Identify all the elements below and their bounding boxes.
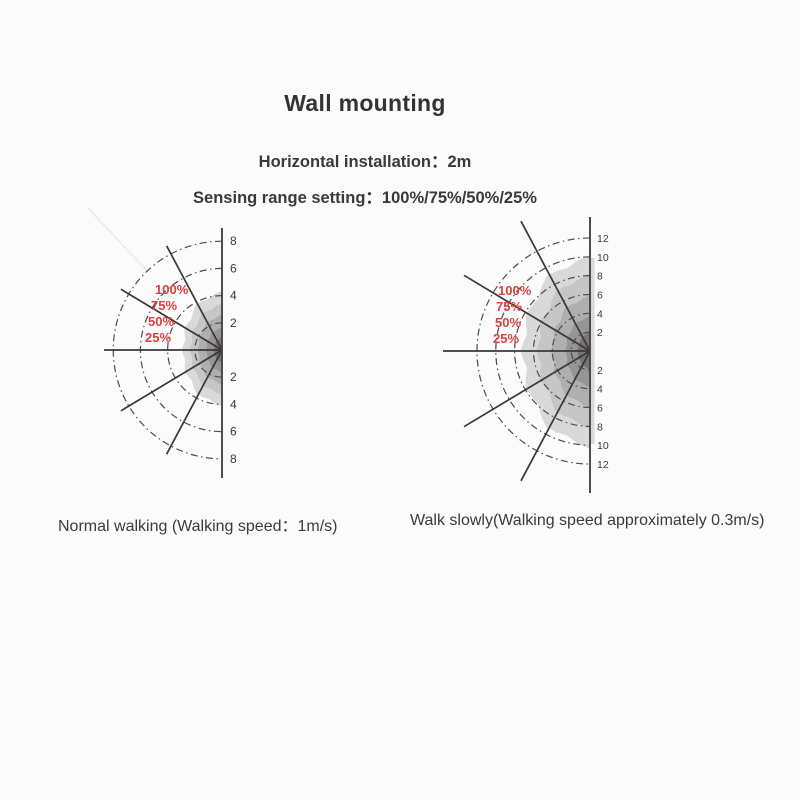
beam-ray--31deg xyxy=(463,350,591,428)
distance-tick-label: 4 xyxy=(230,289,237,303)
sensitivity-percent-label: 100% xyxy=(155,282,189,297)
sensitivity-percent-label: 75% xyxy=(496,299,522,314)
faint-artifact-line xyxy=(87,207,149,273)
range-ring-4m xyxy=(167,295,223,405)
distance-tick-label: 4 xyxy=(597,384,603,396)
distance-tick-label: 8 xyxy=(597,271,603,283)
page-title: Wall mounting xyxy=(284,90,446,116)
beam-ray-31deg xyxy=(120,288,223,351)
sensitivity-percent-label: 25% xyxy=(493,331,519,346)
distance-tick-label: 12 xyxy=(597,233,609,245)
sensitivity-percent-label: 50% xyxy=(495,315,521,330)
distance-tick-label: 6 xyxy=(230,261,237,275)
range-ring-4m xyxy=(551,312,591,390)
distance-tick-label: 10 xyxy=(597,440,609,452)
sensitivity-percent-label: 75% xyxy=(151,298,177,313)
sensing-range-subtitle: Sensing range setting：100%/75%/50%/25% xyxy=(193,189,537,207)
range-ring-2m xyxy=(570,331,591,371)
distance-tick-label: 8 xyxy=(230,452,237,466)
distance-tick-label: 4 xyxy=(597,308,603,320)
distance-tick-label: 4 xyxy=(230,397,237,411)
sensitivity-percent-label: 100% xyxy=(498,283,532,298)
sensitivity-percent-label: 25% xyxy=(145,330,171,345)
beam-ray-62deg xyxy=(520,220,591,352)
distance-tick-label: 12 xyxy=(597,459,609,471)
title-block: Wall mounting Horizontal installation：2m… xyxy=(0,90,730,208)
sensitivity-percent-label: 50% xyxy=(148,314,174,329)
distance-tick-label: 8 xyxy=(597,421,603,433)
distance-tick-label: 2 xyxy=(597,365,603,377)
range-ring-10m xyxy=(495,256,591,446)
slow-walking-coverage-chart: 2 2 4 4 6 6 8 8 10 10 12 12 100%75%50%25% xyxy=(443,217,609,493)
beam-ray-31deg xyxy=(463,274,591,352)
wall-reflection-band xyxy=(590,258,595,444)
beam-ray--31deg xyxy=(120,349,223,412)
distance-tick-label: 2 xyxy=(230,370,237,384)
distance-tick-label: 6 xyxy=(230,425,237,439)
distance-tick-label: 10 xyxy=(597,252,609,264)
distance-tick-label: 2 xyxy=(597,327,603,339)
distance-tick-label: 2 xyxy=(230,316,237,330)
distance-tick-label: 8 xyxy=(230,234,237,248)
normal-walking-coverage-chart: 2 2 4 4 6 6 8 8 100%75%50%25% xyxy=(87,207,237,478)
slow-walking-caption: Walk slowly(Walking speed approximately … xyxy=(410,512,765,529)
beam-ray--62deg xyxy=(520,350,591,482)
distance-tick-label: 6 xyxy=(597,289,603,301)
installation-subtitle: Horizontal installation：2m xyxy=(258,153,472,171)
range-ring-8m xyxy=(514,275,591,427)
distance-tick-label: 6 xyxy=(597,403,603,415)
normal-walking-caption: Normal walking (Walking speed：1m/s) xyxy=(58,518,338,535)
beam-ray-62deg xyxy=(165,245,223,351)
beam-ray--62deg xyxy=(165,349,223,455)
